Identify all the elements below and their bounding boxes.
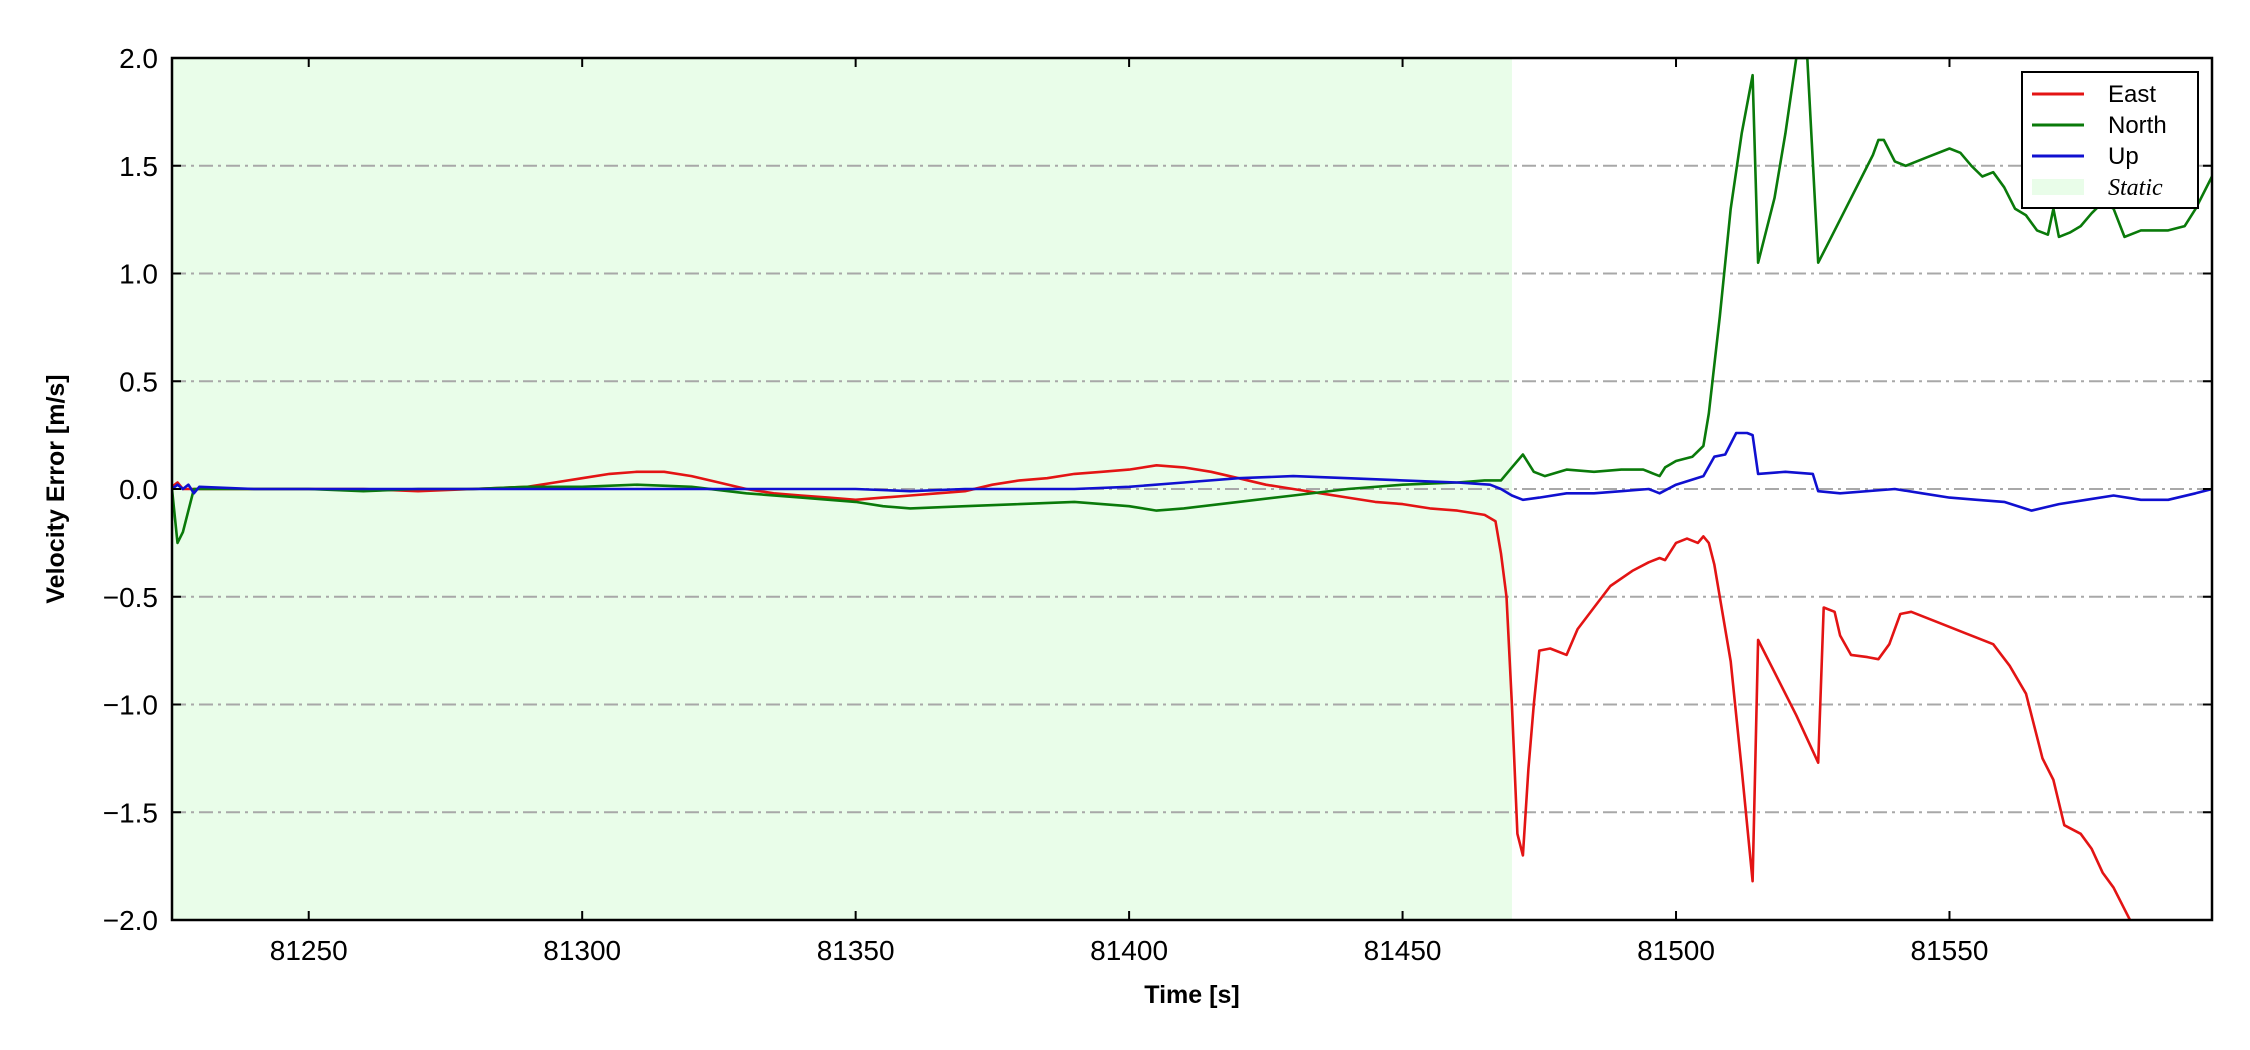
x-axis-label: Time [s] (1144, 981, 1239, 1009)
x-tick-label: 81300 (543, 935, 621, 966)
legend-label-static: Static (2108, 175, 2163, 201)
y-tick-label: 1.0 (119, 259, 158, 290)
legend-label-north: North (2108, 112, 2167, 139)
x-tick-label: 81350 (817, 935, 895, 966)
legend-label-up: Up (2108, 143, 2139, 170)
y-tick-label: −0.5 (103, 582, 158, 613)
grid-layer (172, 164, 2212, 814)
x-tick-label: 81550 (1911, 935, 1989, 966)
series-layer (172, 58, 2212, 920)
legend-label-east: East (2108, 81, 2156, 108)
x-tick-label: 81450 (1364, 935, 1442, 966)
y-axis-label: Velocity Error [m/s] (42, 374, 70, 603)
series-line-up (172, 431, 2212, 512)
y-tick-label: −2.0 (103, 905, 158, 936)
y-tick-label: 1.5 (119, 151, 158, 182)
tick-layer: 2.0 1.5 1.0 0.5 0.0 −0.5 −1.0 −1.5 −2.0 81250 8130… (103, 43, 2212, 966)
x-tick-label: 81250 (270, 935, 348, 966)
y-tick-label: −1.5 (103, 797, 158, 828)
y-tick-label: 0.0 (119, 474, 158, 505)
y-tick-label: 2.0 (119, 43, 158, 74)
x-tick-label: 81500 (1637, 935, 1715, 966)
legend-swatch-static (2032, 179, 2084, 195)
y-tick-label: −1.0 (103, 690, 158, 721)
series-line-north (172, 58, 2212, 545)
legend: East North Up Static (2021, 71, 2199, 209)
series-line-east (172, 464, 2132, 920)
y-tick-label: 0.5 (119, 366, 158, 397)
x-tick-label: 81400 (1090, 935, 1168, 966)
